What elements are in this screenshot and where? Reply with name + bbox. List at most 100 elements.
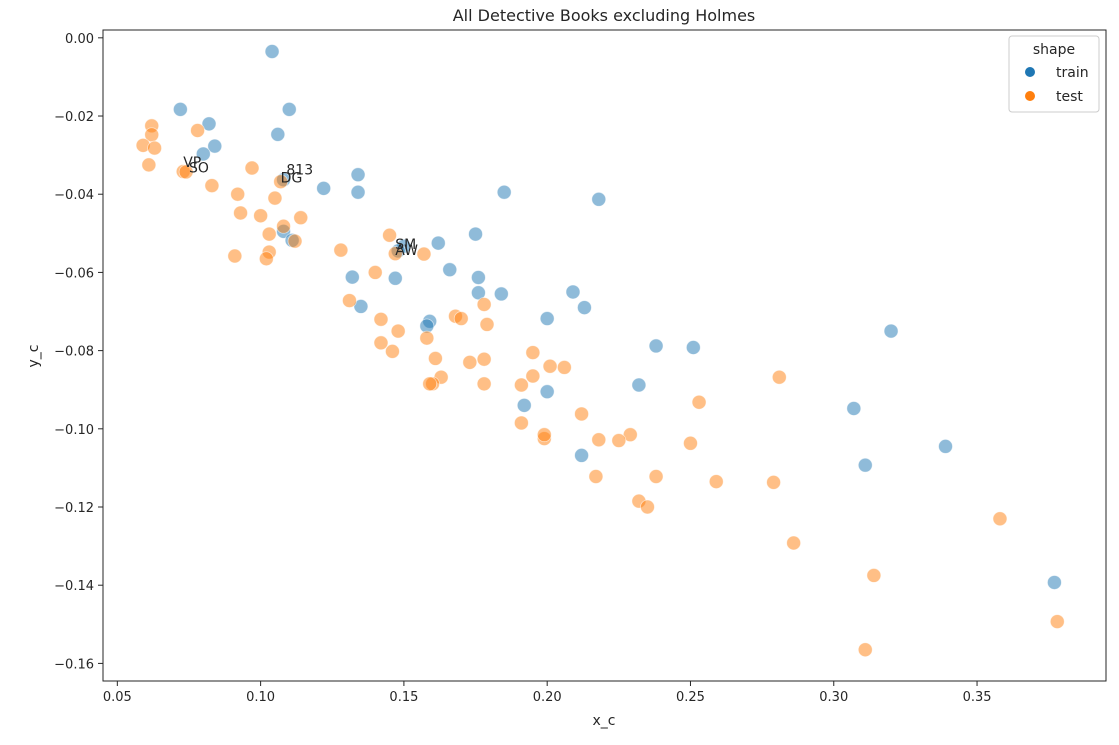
point-train <box>172 101 188 117</box>
point-test <box>419 330 435 346</box>
point-train <box>350 184 366 200</box>
point-train <box>442 262 458 278</box>
y-axis-ticks: 0.00 −0.02 −0.04 −0.06 −0.08 −0.10 −0.12 −0.14 −… <box>54 32 103 672</box>
point-train <box>631 377 647 393</box>
point-test <box>287 233 303 249</box>
point-test <box>992 511 1008 527</box>
point-train <box>471 285 486 301</box>
point-test <box>178 164 194 180</box>
point-annotation: VP <box>183 155 201 171</box>
point-train <box>685 340 701 355</box>
x-axis-ticks: 0.05 0.10 0.15 0.20 0.25 0.30 0.35 <box>103 681 992 705</box>
point-train <box>516 397 532 413</box>
point-train <box>1047 575 1062 590</box>
point-train <box>264 44 280 59</box>
point-test <box>387 246 403 262</box>
point-annotation: 813 <box>286 163 313 179</box>
point-test <box>293 210 309 226</box>
y-tick-label: −0.02 <box>54 110 94 125</box>
point-train <box>195 146 211 162</box>
point-test <box>536 427 552 443</box>
point-train <box>577 300 592 316</box>
y-tick-label: −0.12 <box>54 501 94 516</box>
legend-label-train: train <box>1056 65 1089 81</box>
point-annotation: AW <box>395 243 418 259</box>
point-test <box>204 178 220 194</box>
point-test <box>428 351 443 366</box>
point-train <box>350 167 366 183</box>
point-test <box>227 248 243 264</box>
legend: shape train test <box>1008 35 1100 113</box>
point-test <box>390 323 406 339</box>
point-test <box>525 345 541 360</box>
point-test <box>611 433 627 448</box>
point-test <box>771 369 787 385</box>
point-test <box>267 190 283 206</box>
point-test <box>276 218 291 234</box>
y-axis-label: y_c <box>26 345 42 368</box>
point-train <box>471 270 486 285</box>
y-tick-label: −0.04 <box>54 188 94 203</box>
point-test <box>147 140 162 156</box>
y-tick-label: −0.16 <box>54 657 94 672</box>
point-train <box>539 311 555 326</box>
x-tick-label: 0.10 <box>246 690 275 705</box>
point-test <box>479 317 495 332</box>
point-train <box>539 384 555 400</box>
point-train <box>281 101 297 117</box>
point-test <box>367 265 383 280</box>
point-train <box>344 269 360 285</box>
point-train <box>648 338 664 354</box>
point-test <box>253 208 269 224</box>
point-test <box>574 406 589 422</box>
point-test <box>556 360 572 375</box>
point-test <box>476 376 492 392</box>
x-axis-label: x_c <box>593 713 616 729</box>
point-test <box>525 368 541 384</box>
point-annotation: DG <box>281 170 303 186</box>
point-train <box>316 180 332 196</box>
point-test <box>513 415 529 431</box>
point-test <box>453 311 469 326</box>
point-test <box>333 242 349 258</box>
point-test <box>648 469 664 484</box>
point-test <box>683 435 698 451</box>
point-train <box>565 284 581 300</box>
y-tick-label: −0.10 <box>54 423 94 438</box>
x-tick-label: 0.15 <box>389 690 418 705</box>
plot-area <box>102 29 1107 682</box>
legend-marker-train <box>1025 67 1035 77</box>
point-test <box>373 311 389 327</box>
point-train <box>846 401 862 416</box>
y-tick-label: −0.06 <box>54 266 94 281</box>
y-tick-label: 0.00 <box>65 32 94 47</box>
point-test <box>866 568 882 583</box>
point-test <box>258 251 274 267</box>
point-test <box>476 297 492 312</box>
point-train <box>591 191 607 207</box>
point-test <box>1049 614 1065 629</box>
marks-layer <box>135 44 1065 658</box>
point-test <box>786 535 802 551</box>
point-train <box>430 235 446 251</box>
x-tick-label: 0.20 <box>533 690 562 705</box>
point-train <box>574 447 589 463</box>
point-test <box>857 642 873 658</box>
point-train <box>387 270 403 286</box>
point-test <box>416 246 432 262</box>
point-train <box>207 138 223 154</box>
point-train <box>938 439 953 454</box>
point-test <box>691 394 707 410</box>
point-test <box>233 205 248 221</box>
point-test <box>190 123 205 138</box>
legend-title: shape <box>1033 42 1075 58</box>
point-test <box>591 432 607 448</box>
y-tick-label: −0.14 <box>54 579 94 594</box>
point-test <box>462 354 478 370</box>
point-train <box>493 286 509 302</box>
chart-title: All Detective Books excluding Holmes <box>453 6 756 25</box>
point-annotation: SO <box>189 161 209 177</box>
point-test <box>273 174 289 190</box>
y-tick-label: −0.08 <box>54 345 94 360</box>
point-test <box>640 499 655 515</box>
